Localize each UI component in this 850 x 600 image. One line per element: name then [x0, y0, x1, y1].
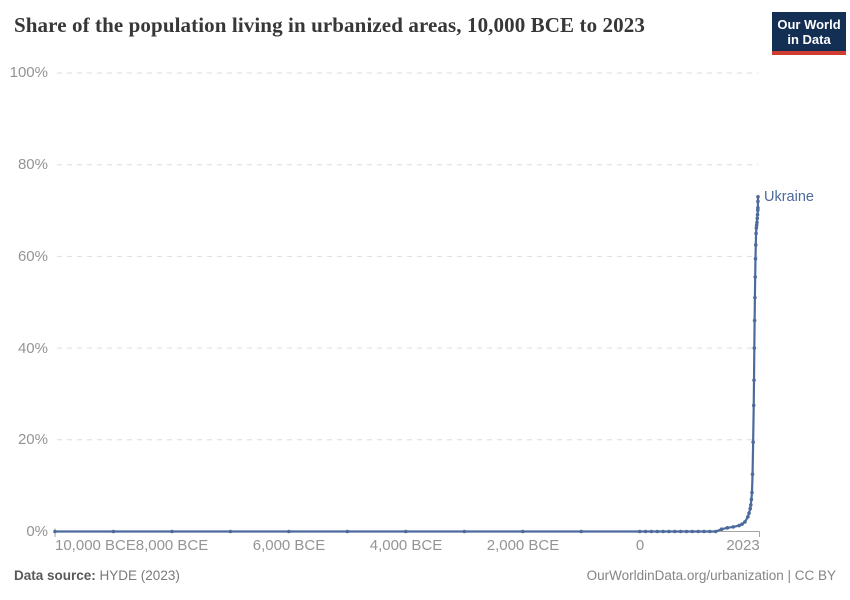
- data-point: [725, 526, 730, 530]
- data-point: [749, 503, 753, 507]
- data-point: [747, 511, 751, 515]
- data-point: [754, 226, 759, 230]
- data-point: [345, 529, 350, 534]
- data-point: [713, 529, 718, 534]
- data-point: [696, 529, 700, 534]
- data-point: [743, 520, 747, 524]
- data-point: [462, 529, 467, 534]
- x-tick-label-6000bce: 6,000 BCE: [252, 537, 326, 554]
- y-tick-label-0: 0%: [26, 523, 48, 540]
- data-point: [661, 529, 665, 534]
- data-point: [750, 472, 755, 476]
- series-label-ukraine: Ukraine: [764, 189, 814, 205]
- data-point: [579, 529, 584, 534]
- data-point: [750, 490, 754, 495]
- x-tick-label-8000bce: 8,000 BCE: [135, 537, 209, 554]
- data-point: [755, 220, 759, 225]
- data-point: [751, 403, 756, 408]
- data-point: [740, 522, 744, 526]
- data-point: [643, 529, 648, 534]
- owid-logo: Our World in Data: [772, 12, 846, 55]
- y-tick-label-100: 100%: [9, 64, 48, 81]
- data-point: [731, 525, 736, 529]
- data-point: [755, 216, 760, 221]
- data-point: [746, 515, 750, 519]
- data-point: [287, 529, 291, 534]
- data-point: [111, 529, 116, 534]
- data-point: [754, 231, 758, 236]
- data-point: [649, 529, 654, 534]
- data-point: [637, 529, 642, 534]
- footer-credit: OurWorldinData.org/urbanization | CC BY: [586, 568, 836, 583]
- data-point: [53, 529, 57, 534]
- data-point: [756, 195, 760, 199]
- data-point: [752, 346, 757, 350]
- x-tick-label-4000bce: 4,000 BCE: [369, 537, 443, 554]
- data-point: [751, 440, 755, 444]
- data-point: [737, 523, 741, 528]
- data-point: [752, 318, 757, 323]
- data-point: [754, 223, 759, 228]
- series-line: [53, 195, 760, 533]
- data-point: [749, 497, 754, 502]
- data-point: [404, 529, 408, 534]
- footer-data-source: Data source: HYDE (2023): [14, 568, 180, 583]
- data-point: [753, 243, 758, 247]
- data-point: [655, 529, 660, 534]
- data-point: [756, 199, 760, 204]
- owid-logo-line2: in Data: [787, 32, 831, 47]
- y-tick-label-20: 20%: [17, 431, 48, 448]
- x-tick-label-0: 0: [635, 537, 645, 554]
- y-tick-label-60: 60%: [17, 248, 48, 265]
- data-point: [702, 529, 706, 534]
- data-point: [690, 529, 695, 534]
- data-point: [520, 529, 525, 534]
- page-title: Share of the population living in urbani…: [14, 13, 645, 37]
- data-point: [753, 256, 758, 261]
- footer-source-label: Data source:: [14, 568, 96, 583]
- x-tick-label-2000bce: 2,000 BCE: [486, 537, 560, 554]
- owid-logo-line1: Our World: [777, 17, 841, 32]
- data-point: [170, 529, 174, 534]
- data-point: [228, 529, 233, 534]
- data-point: [678, 529, 683, 534]
- data-point: [755, 212, 760, 217]
- y-tick-label-80: 80%: [17, 156, 48, 173]
- x-tick-label-10000bce: 10,000 BCE: [55, 537, 136, 554]
- data-point: [673, 529, 677, 534]
- data-point: [748, 506, 753, 511]
- footer-source-value: HYDE (2023): [99, 568, 180, 583]
- data-point: [684, 529, 689, 534]
- data-point: [753, 295, 757, 300]
- data-point: [753, 275, 757, 279]
- data-point: [708, 529, 712, 534]
- data-point: [719, 527, 724, 532]
- y-tick-label-40: 40%: [17, 340, 48, 357]
- data-point: [756, 206, 760, 210]
- x-tick-label-2023: 2023: [726, 537, 760, 554]
- data-point: [752, 378, 756, 383]
- data-point: [667, 529, 671, 534]
